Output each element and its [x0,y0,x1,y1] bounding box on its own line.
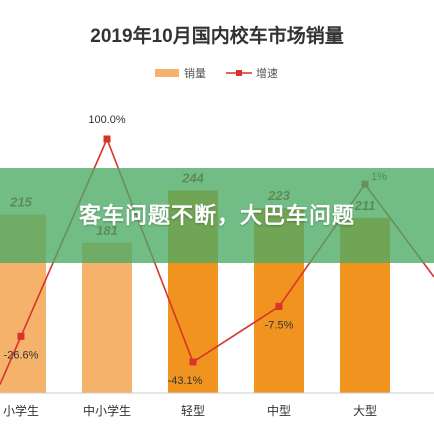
category-label-5: 大型 [353,404,377,418]
growth-value-label-4: -7.5% [265,320,294,332]
category-label-4: 中型 [267,403,291,418]
growth-value-label-1: -26.6% [4,349,39,361]
legend-swatch-bar [155,69,179,77]
bar-2 [82,242,132,393]
legend-label-sales: 销量 [184,66,206,80]
category-label-3: 轻型 [181,404,205,418]
legend: 销量 增速 [155,66,278,80]
category-label-1: 小学生 [3,403,39,418]
chart-title: 2019年10月国内校车市场销量 [90,24,343,47]
category-label-2: 中小学生 [83,403,131,418]
legend-marker-line [236,70,242,76]
growth-point-3 [189,358,197,366]
growth-point-1 [17,332,25,340]
growth-point-4 [275,303,283,311]
legend-label-growth: 增速 [256,66,278,80]
headline-banner: 客车问题不断，大巴车问题 [0,168,434,263]
growth-point-2 [103,135,111,143]
growth-value-label-2: 100.0% [88,114,126,126]
growth-value-label-3: -43.1% [168,375,203,387]
headline-text: 客车问题不断，大巴车问题 [78,202,355,228]
category-labels: 小学生 中小学生 轻型 中型 大型 [3,403,377,418]
